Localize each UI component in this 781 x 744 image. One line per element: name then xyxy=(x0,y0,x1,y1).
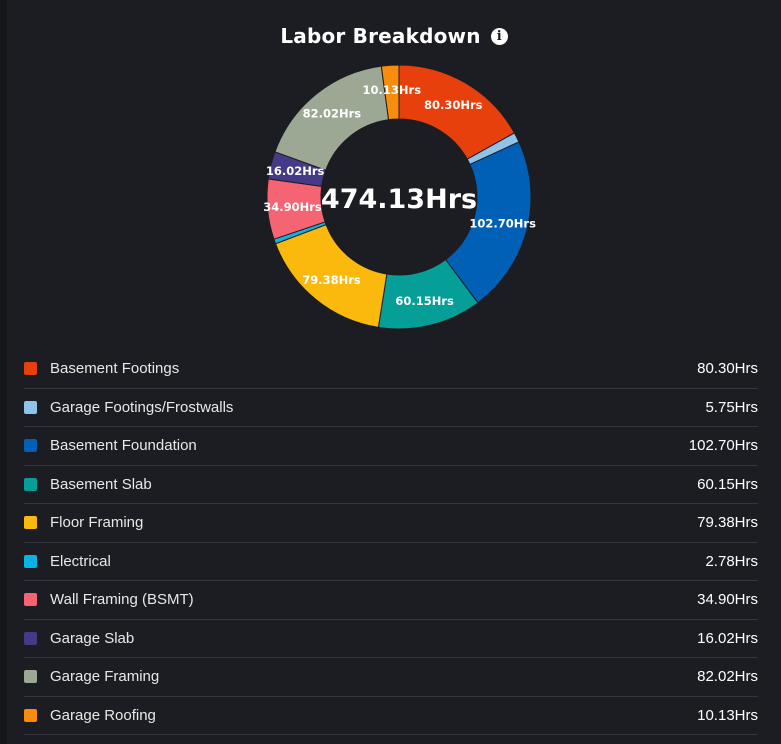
legend-label: Garage Footings/Frostwalls xyxy=(50,398,234,416)
slice-label: 82.02Hrs xyxy=(303,107,362,121)
legend-row[interactable]: Wall Framing (BSMT) 34.90Hrs xyxy=(24,581,758,620)
slice-labels: 80.30Hrs 102.70Hrs 60.15Hrs 79.38Hrs 34.90Hr… xyxy=(263,83,536,308)
legend-row[interactable]: Garage Slab 16.02Hrs xyxy=(24,620,758,658)
slice-label: 10.13Hrs xyxy=(363,83,422,97)
slice-label: 79.38Hrs xyxy=(302,273,361,287)
slice-label: 16.02Hrs xyxy=(266,164,325,178)
legend-value: 10.13Hrs xyxy=(697,706,758,724)
legend-swatch xyxy=(24,593,37,607)
slice-label: 80.30Hrs xyxy=(424,98,483,112)
left-edge xyxy=(0,0,7,744)
chart-title: Labor Breakdown xyxy=(280,24,481,48)
legend-label: Garage Roofing xyxy=(50,706,156,724)
slice-garage-roofing[interactable] xyxy=(380,64,400,121)
slice-label: 34.90Hrs xyxy=(263,200,322,214)
legend-label: Garage Framing xyxy=(50,668,160,686)
legend-swatch xyxy=(24,516,37,530)
legend-label: Basement Footings xyxy=(50,360,180,378)
donut-slices xyxy=(266,64,532,330)
legend-row[interactable]: Garage Roofing 10.13Hrs xyxy=(24,697,758,735)
total-label: 474.13Hrs xyxy=(321,184,477,215)
legend-value: 34.90Hrs xyxy=(697,591,758,609)
legend-swatch xyxy=(24,631,37,645)
legend-row[interactable]: Basement Slab 60.15Hrs xyxy=(24,466,758,504)
legend-label: Electrical xyxy=(50,552,111,570)
legend-swatch xyxy=(24,362,37,376)
legend-label: Garage Slab xyxy=(50,629,135,647)
legend-label: Basement Slab xyxy=(50,475,152,493)
labor-breakdown-panel: Labor Breakdown i 80.30Hrs 102.70Hrs 60.15… xyxy=(7,0,781,744)
legend-row[interactable]: Garage Framing 82.02Hrs xyxy=(24,658,758,697)
legend-label: Basement Foundation xyxy=(50,437,197,455)
slice-label: 102.70Hrs xyxy=(469,216,536,230)
legend-row[interactable]: Garage Footings/Frostwalls 5.75Hrs xyxy=(24,389,758,427)
legend-swatch xyxy=(24,477,37,491)
legend-row[interactable]: Basement Footings 80.30Hrs xyxy=(24,350,758,389)
legend-label: Wall Framing (BSMT) xyxy=(50,591,194,609)
legend: Basement Footings 80.30Hrs Garage Footings… xyxy=(24,350,758,735)
legend-swatch xyxy=(24,670,37,684)
legend-row[interactable]: Electrical 2.78Hrs xyxy=(24,543,758,581)
legend-row[interactable]: Floor Framing 79.38Hrs xyxy=(24,504,758,543)
legend-value: 82.02Hrs xyxy=(697,668,758,686)
legend-label: Floor Framing xyxy=(50,514,144,532)
slice-label: 60.15Hrs xyxy=(395,294,454,308)
legend-row[interactable]: Basement Foundation 102.70Hrs xyxy=(24,427,758,466)
title-row: Labor Breakdown i xyxy=(7,24,781,48)
legend-value: 16.02Hrs xyxy=(697,629,758,647)
legend-value: 102.70Hrs xyxy=(688,437,758,455)
legend-swatch xyxy=(24,554,37,568)
legend-swatch xyxy=(24,439,37,453)
legend-value: 79.38Hrs xyxy=(697,514,758,532)
legend-swatch xyxy=(24,400,37,414)
legend-swatch xyxy=(24,708,37,722)
legend-value: 5.75Hrs xyxy=(705,398,758,416)
info-icon[interactable]: i xyxy=(490,27,508,45)
legend-value: 60.15Hrs xyxy=(697,475,758,493)
legend-value: 80.30Hrs xyxy=(697,360,758,378)
donut-chart: 80.30Hrs 102.70Hrs 60.15Hrs 79.38Hrs 34.90Hr… xyxy=(263,64,536,330)
legend-value: 2.78Hrs xyxy=(705,552,758,570)
